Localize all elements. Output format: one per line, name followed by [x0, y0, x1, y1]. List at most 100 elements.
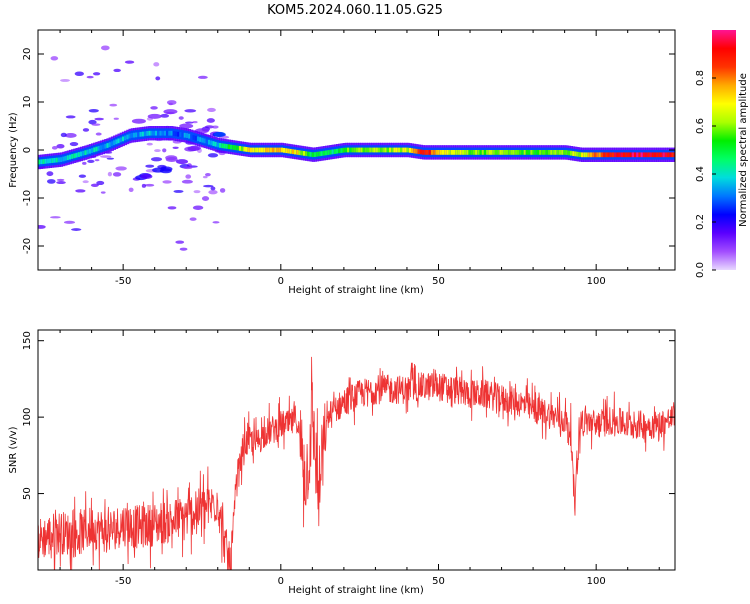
spectrogram-upper-blob: [163, 109, 178, 115]
ridge-core: [461, 150, 465, 155]
ridge-core: [183, 132, 187, 138]
ridge-core: [415, 148, 419, 154]
ridge-core: [481, 150, 485, 155]
colorbar-ticks: 0.0 0.2 0.4 0.6 0.8: [695, 70, 716, 278]
ridge-core: [592, 152, 596, 158]
spectrogram-noise-blob: [75, 189, 86, 193]
ridge-core: [640, 152, 644, 158]
ridge-core: [417, 149, 421, 155]
ridge-core: [90, 148, 94, 153]
ridge-core: [196, 136, 200, 142]
ridge-core: [221, 143, 225, 149]
ridge-core: [673, 152, 675, 158]
snr-xtick-label: 50: [432, 576, 445, 587]
ridge-core: [422, 149, 426, 155]
ridge-core: [428, 150, 432, 155]
ridge-core: [470, 150, 474, 155]
ridge-core: [373, 147, 377, 153]
ridge-core: [353, 147, 357, 153]
spectrogram-noise-blob: [74, 71, 84, 77]
ridge-core: [413, 148, 417, 154]
ridge-core: [152, 130, 156, 136]
spectrogram-noise-blob: [219, 188, 226, 193]
spectrogram-xtick-label: 0: [278, 276, 284, 287]
ridge-core: [349, 147, 353, 153]
ridge-core: [342, 147, 346, 153]
ridge-core: [360, 147, 364, 153]
ridge-core: [313, 152, 317, 157]
ridge-core: [419, 149, 423, 155]
spectrogram-noise-blob: [82, 128, 90, 132]
ridge-core: [71, 154, 75, 159]
ridge-core: [53, 157, 57, 163]
ridge-core: [517, 150, 521, 155]
spectrogram-noise-blob: [203, 184, 214, 188]
ridge-core: [139, 131, 143, 137]
ridge-core: [444, 150, 448, 155]
spectrogram-upper-blob: [179, 123, 194, 129]
ridge-core: [501, 150, 505, 155]
spectrogram-noise-blob: [192, 205, 204, 210]
ridge-core: [658, 152, 662, 158]
spectrogram-noise-blob: [56, 180, 66, 185]
spectrogram-noise-blob: [88, 119, 97, 125]
ridge-core: [457, 150, 461, 155]
ridge-core: [106, 143, 110, 148]
spectrogram-noise-blob: [206, 118, 215, 123]
colorbar-tick-label: 0.6: [695, 118, 706, 134]
ridge-core: [393, 147, 397, 153]
ridge-core: [280, 147, 284, 153]
ridge-core: [448, 150, 452, 155]
ridge-core: [561, 150, 565, 155]
ridge-core: [243, 146, 247, 152]
ridge-core: [587, 152, 591, 158]
ridge-core: [154, 130, 158, 136]
ridge-core: [634, 152, 638, 158]
ridge-core: [541, 150, 545, 155]
ridge-core: [397, 147, 401, 153]
spectrogram-ytick-label: -20: [22, 238, 33, 254]
ridge-core: [556, 150, 560, 155]
spectrogram-noise-blob: [78, 174, 87, 178]
ridge-core: [245, 147, 249, 152]
spectrogram-noise-blob: [155, 76, 161, 81]
spectrogram-ytick-label: 10: [22, 96, 33, 109]
spectrogram-noise-blob: [175, 240, 185, 244]
ridge-core: [258, 147, 262, 153]
spectrogram-noise-blob: [101, 45, 110, 51]
ridge-core: [285, 148, 289, 154]
ridge-core: [234, 145, 238, 151]
snr-data: [38, 356, 675, 570]
spectrogram-noise-blob: [202, 175, 208, 179]
spectrogram-branch-blob: [140, 173, 153, 179]
ridge-core: [318, 151, 322, 157]
spectrogram-noise-blob: [144, 183, 155, 187]
ridge-core: [616, 152, 620, 158]
spectrogram-noise-blob: [201, 196, 210, 201]
ridge-core: [459, 150, 463, 155]
ridge-core: [521, 150, 525, 155]
spectrogram-noise-blob: [107, 171, 112, 177]
ridge-core: [671, 152, 675, 158]
ridge-core: [336, 148, 340, 154]
ridge-core: [311, 152, 315, 158]
ridge-core: [212, 141, 216, 146]
ridge-core: [232, 145, 236, 150]
ridge-core: [472, 150, 476, 155]
ridge-core: [62, 156, 66, 162]
ridge-core: [492, 150, 496, 155]
ridge-core: [46, 158, 50, 164]
ridge-core: [455, 150, 459, 155]
spectrogram-noise-blob: [112, 172, 122, 177]
spectrogram-noise-blob: [162, 180, 172, 184]
ridge-core: [269, 147, 273, 153]
ridge-core: [653, 152, 657, 158]
ridge-core: [55, 157, 59, 163]
ridge-core: [135, 132, 139, 138]
ridge-core: [99, 145, 103, 151]
ridge-core: [362, 147, 366, 153]
ridge-core: [525, 150, 529, 155]
ridge-core: [267, 147, 271, 153]
ridge-core: [214, 141, 218, 147]
ridge-core: [514, 150, 518, 155]
